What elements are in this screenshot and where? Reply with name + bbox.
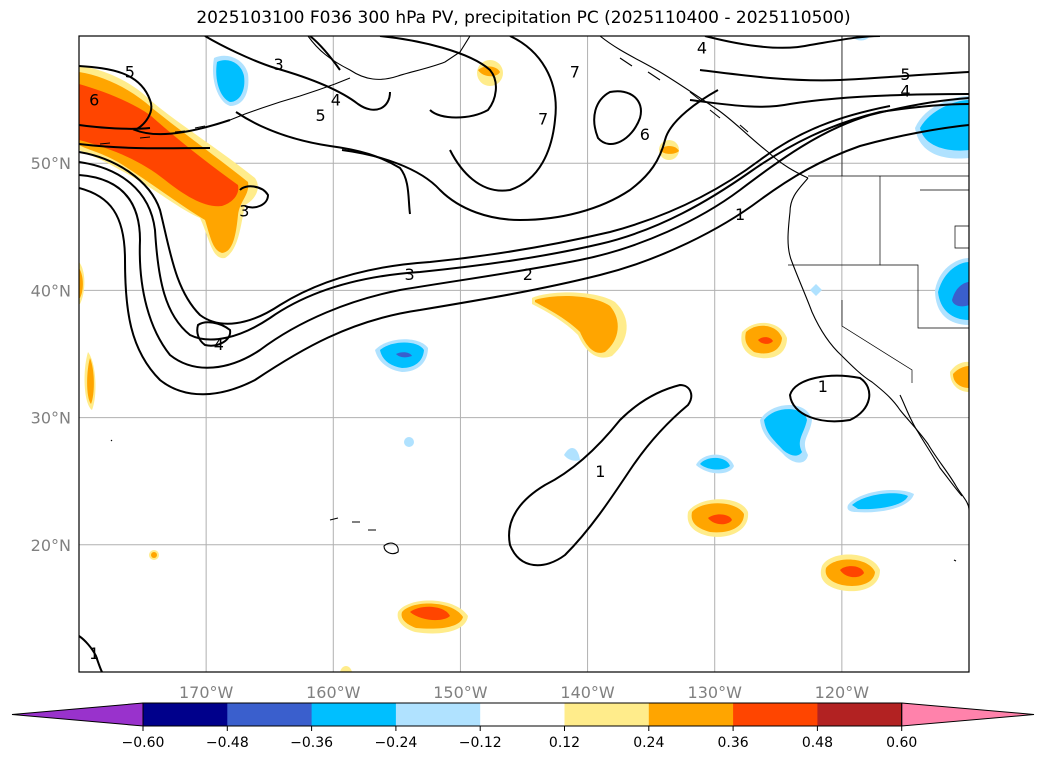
latitude-ticks: 50°N 40°N 30°N 20°N <box>31 154 71 555</box>
colorbar-extend-max <box>901 702 1035 727</box>
colorbar: −0.60 −0.48 −0.36 −0.24 −0.12 0.12 0.24 0.36 0.4… <box>11 702 1035 751</box>
colorbar-extend-min <box>11 702 144 727</box>
pv-contour-label: 2 <box>523 265 533 284</box>
pv-contour-label: 6 <box>89 91 99 110</box>
precip-shading <box>79 36 969 672</box>
colorbar-tick-label: −0.60 <box>122 735 165 751</box>
lon-tick-label: 170°W <box>179 683 234 702</box>
colorbar-segment <box>817 703 903 726</box>
pv-contour-label: 1 <box>89 644 99 663</box>
pv-contour-label: 1 <box>818 377 828 396</box>
lon-tick-label: 160°W <box>306 683 361 702</box>
pv-contour-label: 3 <box>404 265 414 284</box>
pv-contour-label: 1 <box>735 205 745 224</box>
pv-contour-label: 4 <box>697 38 707 57</box>
lon-tick-label: 120°W <box>815 683 870 702</box>
lat-tick-label: 20°N <box>31 536 71 555</box>
colorbar-segment <box>395 703 481 726</box>
colorbar-segment <box>733 703 818 726</box>
longitude-ticks: 170°W 160°W 150°W 140°W 130°W 120°W <box>179 683 869 702</box>
pv-contour-label: 7 <box>538 110 548 129</box>
colorbar-tick-label: 0.60 <box>886 735 917 751</box>
colorbar-tick-label: −0.12 <box>459 735 502 751</box>
pv-contour-label: 4 <box>331 91 341 110</box>
colorbar-frame <box>142 702 903 727</box>
colorbar-segment <box>311 703 397 726</box>
map-frame <box>78 35 970 673</box>
lat-tick-label: 40°N <box>31 281 71 300</box>
chart-title: 2025103100 F036 300 hPa PV, precipitatio… <box>196 8 851 28</box>
pv-contour-label: 5 <box>315 106 325 125</box>
colorbar-tick-label: 0.48 <box>802 735 833 751</box>
pv-contour-label: 5 <box>125 63 135 82</box>
lon-tick-label: 130°W <box>688 683 743 702</box>
state-borders <box>788 36 969 383</box>
colorbar-segment <box>227 703 313 726</box>
pv-contour-label: 3 <box>274 55 284 74</box>
colorbar-segment <box>648 703 734 726</box>
lat-tick-label: 50°N <box>31 154 71 173</box>
colorbar-tick-label: −0.24 <box>374 735 417 751</box>
pv-contour-label: 7 <box>570 63 580 82</box>
colorbar-segment <box>480 703 565 726</box>
colorbar-segment <box>564 703 650 726</box>
colorbar-tick-label: −0.48 <box>206 735 249 751</box>
colorbar-tick-label: −0.36 <box>290 735 333 751</box>
pv-contour-label: 6 <box>640 125 650 144</box>
lat-tick-label: 30°N <box>31 409 71 428</box>
lon-tick-label: 140°W <box>560 683 615 702</box>
pv-contours <box>79 36 969 672</box>
coastlines <box>99 36 969 562</box>
colorbar-tick-label: 0.12 <box>549 735 580 751</box>
shade-west-band <box>79 84 239 207</box>
pv-contour-label: 4 <box>900 82 910 101</box>
colorbar-tick-label: 0.36 <box>718 735 749 751</box>
colorbar-segment <box>143 703 228 726</box>
pv-contour-label: 3 <box>239 201 249 220</box>
lon-tick-label: 150°W <box>433 683 488 702</box>
pv-contour-label: 1 <box>595 462 605 481</box>
pv-contour-label: 5 <box>900 65 910 84</box>
pv-contour-label: 4 <box>214 335 224 354</box>
colorbar-tick-label: 0.24 <box>633 735 664 751</box>
